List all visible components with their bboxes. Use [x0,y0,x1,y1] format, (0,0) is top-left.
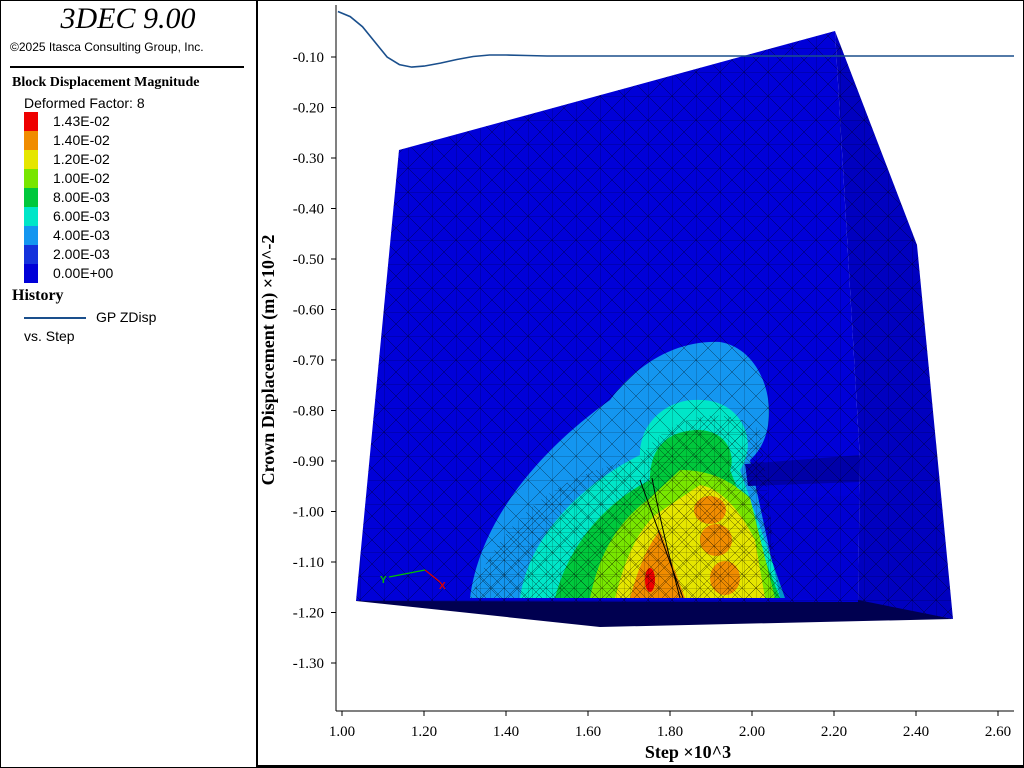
contour-label: 1.43E-02 [53,113,110,129]
y-tick-label: -1.00 [293,505,324,521]
deformed-factor-label: Deformed Factor: 8 [24,95,145,111]
contour-label: 1.00E-02 [53,170,110,186]
contour-label: 6.00E-03 [53,208,110,224]
history-legend-title: History [12,287,64,304]
model-bottom-face [356,600,953,627]
x-tick-label: 1.60 [575,724,601,740]
contour-label: 0.00E+00 [53,265,114,281]
contour-label: 8.00E-03 [53,189,110,205]
axis-triad: Y X [380,569,446,592]
contour-label: 1.40E-02 [53,132,110,148]
y-tick-label: -1.10 [293,555,324,571]
deformed-block-model [356,31,953,627]
x-axis: 1.00 1.20 1.40 1.60 1.80 2.00 2.20 2.40 2.60 [329,711,1011,740]
contour-swatch [24,112,38,131]
triad-y-label: Y [380,575,387,586]
y-tick-label: -0.10 [293,50,324,66]
history-series-label: GP ZDisp [96,309,157,325]
x-tick-label: 2.60 [985,724,1011,740]
history-series-line [337,10,1014,68]
y-tick-label: -0.40 [293,202,324,218]
plot-bottom-border [256,765,1024,767]
y-tick-label: -1.20 [293,606,324,622]
history-series-line-icon [24,317,86,319]
y-tick-label: -0.20 [293,101,324,117]
contour-swatch [24,226,38,245]
contour-swatch [24,245,38,264]
contour-label: 4.00E-03 [53,227,110,243]
y-tick-label: -0.80 [293,404,324,420]
y-tick-label: -0.60 [293,303,324,319]
x-tick-label: 2.20 [821,724,847,740]
y-tick-label: -0.90 [293,454,324,470]
x-axis-title: Step ×10^3 [645,742,731,762]
x-tick-label: 1.40 [493,724,519,740]
y-tick-label: -1.30 [293,656,324,672]
panel-divider [256,0,258,768]
x-tick-label: 1.00 [329,724,355,740]
app-title: 3DEC 9.00 [60,2,196,35]
x-tick-label: 2.00 [739,724,765,740]
contour-swatch [24,207,38,226]
history-vs-label: vs. Step [24,328,75,344]
contour-swatch [24,264,38,283]
contour-swatch [24,188,38,207]
y-tick-label: -0.30 [293,151,324,167]
contour-legend-title: Block Displacement Magnitude [12,75,200,90]
contour-swatch [24,131,38,150]
y-tick-label: -0.70 [293,353,324,369]
contour-label: 1.20E-02 [53,151,110,167]
contour-swatch [24,150,38,169]
x-tick-label: 1.80 [657,724,683,740]
x-tick-label: 2.40 [903,724,929,740]
legend-divider [10,66,244,68]
y-axis-title: Crown Displacement (m) ×10^-2 [258,235,279,486]
contour-label: 2.00E-03 [53,246,110,262]
triad-x-label: X [439,581,446,592]
x-tick-label: 1.20 [411,724,437,740]
contour-swatch [24,169,38,188]
copyright-text: ©2025 Itasca Consulting Group, Inc. [10,40,204,54]
y-axis: -0.10 -0.20 -0.30 -0.40 -0.50 -0.60 -0.70 -0.80… [293,50,336,672]
y-tick-label: -0.50 [293,252,324,268]
